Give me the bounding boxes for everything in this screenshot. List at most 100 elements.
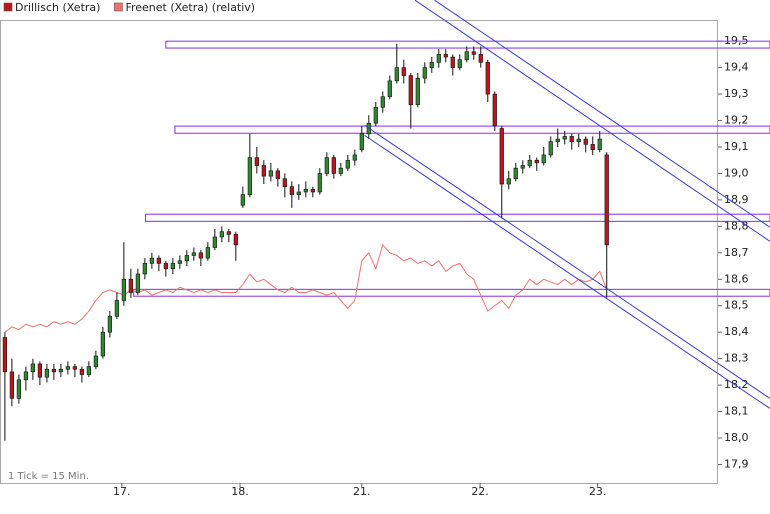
candle-body [261,165,266,177]
support-band [145,213,770,222]
y-tick-label: 18,5 [724,299,749,312]
candle-body [44,368,49,378]
y-tick-label: 18,7 [724,246,749,259]
candle-body [541,154,546,164]
candle-body [373,107,378,124]
candle-body [562,136,567,140]
x-tick-label: 17. [113,485,131,498]
candle-body [16,379,21,399]
trend-line [364,124,770,399]
candle-body [240,194,245,206]
candle-body [9,371,14,399]
candle-body [387,80,392,98]
candle-body [198,252,203,259]
candle-body [275,170,280,180]
candle-body [380,96,385,108]
candle-body [429,62,434,68]
candle-body [506,178,511,185]
trend-line [364,134,770,409]
candle-body [345,159,350,169]
candle-body [415,77,420,105]
candle-body [303,189,308,193]
y-tick-label: 19,3 [724,87,749,100]
relative-line [4,243,608,333]
candle-body [268,170,273,177]
candle-body [604,154,609,246]
candle-body [548,141,553,156]
x-tick-label: 22. [471,485,489,498]
candle-body [93,355,98,367]
candle-body [30,363,35,373]
candle-body [191,252,196,256]
y-tick-label: 19,1 [724,140,749,153]
candle-body [72,366,77,370]
candle-body [121,278,126,301]
legend-swatch [3,2,13,12]
candle-body [289,186,294,195]
candle-body [170,263,175,269]
legend-swatch [114,2,123,12]
candle-body [576,138,581,143]
candle-body [149,257,154,264]
candle-body [128,278,133,293]
candle-body [597,138,602,150]
candle-body [471,51,476,55]
candle-body [450,56,455,68]
candle-body [156,257,161,264]
candle-body [331,157,336,174]
candle-body [163,263,168,269]
candle-body [436,54,441,63]
trend-line [434,0,770,228]
x-tick-label: 18. [231,485,249,498]
candle-body [254,157,259,166]
y-tick-label: 19,5 [724,34,749,47]
y-tick-label: 18,4 [724,325,749,338]
y-tick-label: 19,0 [724,166,749,179]
note: 1 Tick = 15 Min. [8,471,89,482]
candle-body [401,67,406,76]
y-tick-label: 19,4 [724,61,749,74]
candle-body [247,157,252,195]
candle-body [100,331,105,357]
y-tick-label: 18,3 [724,352,749,365]
candle-body [590,144,595,150]
candle-body [359,133,364,150]
y-tick-label: 18,9 [724,193,749,206]
candle-body [324,157,329,174]
candle-body [296,191,301,195]
trend-line [414,0,770,242]
plot-frame [0,20,718,484]
candle-body [422,67,427,79]
candle-body [177,260,182,264]
candle-body [142,263,147,275]
candle-body [527,159,532,166]
candle-body [233,234,238,246]
candle-body [205,247,210,259]
candle-body [338,167,343,174]
candle-body [114,300,119,317]
candle-body [226,231,231,235]
candle-body [583,138,588,145]
candle-body [51,368,56,373]
candle-body [520,165,525,169]
candle-body [443,54,448,58]
y-tick-label: 18,1 [724,405,749,418]
legend-label: Drillisch (Xetra) [15,1,100,14]
legend-label: Freenet (Xetra) (relativ) [125,1,255,14]
x-tick-label: 23. [589,485,607,498]
candle-body [65,366,70,370]
candle-body [457,59,462,68]
candle-body [485,62,490,95]
y-tick-label: 17,9 [724,457,749,470]
candle-body [555,138,560,143]
y-tick-label: 18,0 [724,431,749,444]
candle-body [212,236,217,248]
candle-body [534,159,539,164]
y-tick-label: 18,6 [724,272,749,285]
candle-body [464,51,469,60]
candle-body [492,93,497,127]
candle-body [184,255,189,262]
candle-body [352,154,357,161]
candle-body [219,231,224,238]
